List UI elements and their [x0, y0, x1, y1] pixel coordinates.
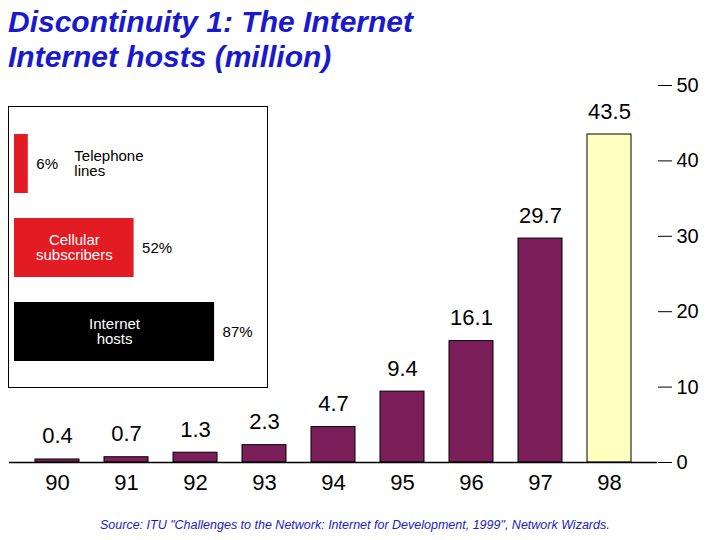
svg-text:6%: 6% [36, 155, 58, 172]
svg-text:92: 92 [183, 470, 207, 495]
svg-text:4.7: 4.7 [318, 391, 349, 416]
svg-text:43.5: 43.5 [588, 99, 631, 124]
svg-text:16.1: 16.1 [450, 305, 493, 330]
svg-text:90: 90 [45, 470, 69, 495]
html-text:Source: ITU "Challenges to the: Source: ITU "Challenges to the Network: … [100, 518, 610, 532]
svg-text:93: 93 [252, 470, 276, 495]
svg-text:29.7: 29.7 [519, 203, 562, 228]
svg-text:0.7: 0.7 [111, 421, 142, 446]
svg-text:96: 96 [459, 470, 483, 495]
svg-text:87%: 87% [223, 323, 253, 340]
svg-text:30: 30 [677, 225, 699, 247]
svg-text:0.4: 0.4 [42, 423, 73, 448]
svg-text:95: 95 [390, 470, 414, 495]
svg-text:94: 94 [321, 470, 345, 495]
svg-text:Telephonelines: Telephonelines [74, 147, 143, 179]
svg-text:10: 10 [677, 376, 699, 398]
svg-text:98: 98 [597, 470, 621, 495]
svg-text:52%: 52% [142, 239, 172, 256]
svg-text:Internethosts: Internethosts [89, 315, 141, 347]
svg-text:91: 91 [114, 470, 138, 495]
svg-text:9.4: 9.4 [387, 356, 418, 381]
html-text:Internet hosts (million): Internet hosts (million) [8, 40, 332, 73]
svg-text:50: 50 [677, 74, 699, 96]
svg-text:20: 20 [677, 300, 699, 322]
html-text:Discontinuity 1: The Internet: Discontinuity 1: The Internet [8, 5, 413, 38]
svg-text:0: 0 [677, 451, 688, 473]
svg-text:1.3: 1.3 [180, 417, 211, 442]
svg-text:Cellularsubscribers: Cellularsubscribers [36, 231, 113, 263]
svg-text:97: 97 [528, 470, 552, 495]
svg-text:2.3: 2.3 [249, 409, 280, 434]
svg-text:40: 40 [677, 149, 699, 171]
